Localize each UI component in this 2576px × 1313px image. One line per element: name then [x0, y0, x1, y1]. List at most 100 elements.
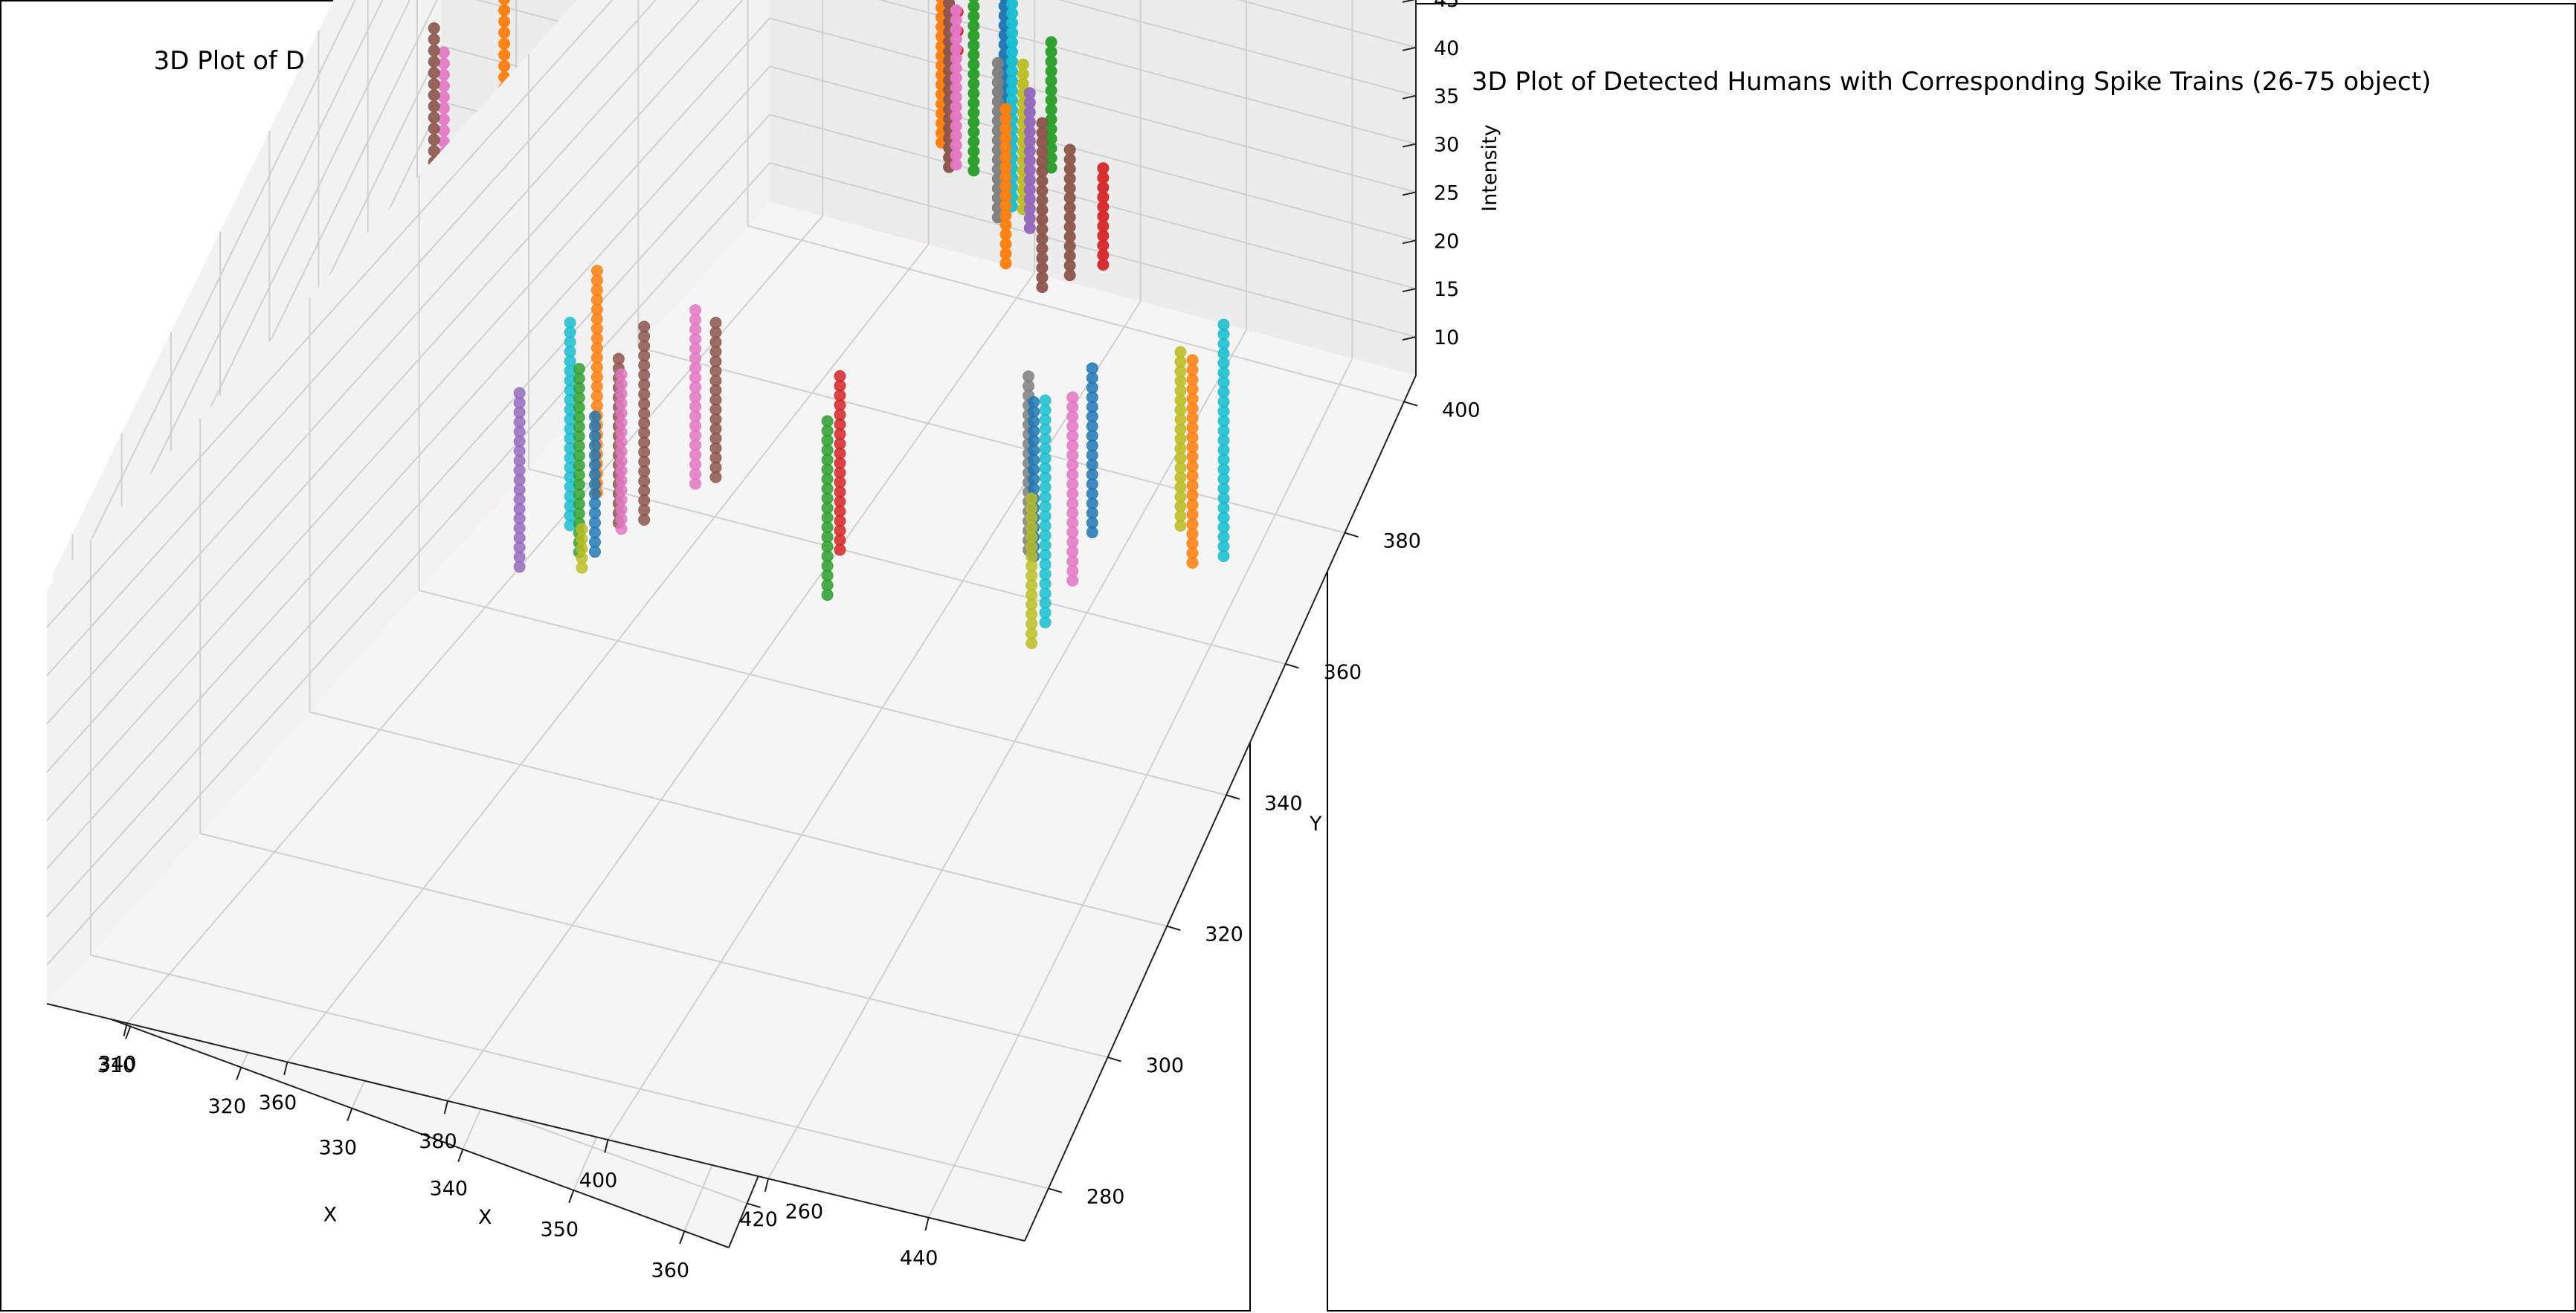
right-grid-z-side — [46, 114, 770, 917]
right-z-tick-label: 15 — [1434, 278, 1459, 301]
right-z-tick — [1402, 239, 1417, 245]
right-point-series-34 — [1174, 346, 1187, 358]
right-point-series-22 — [1017, 58, 1029, 71]
right-point-series-35 — [1186, 354, 1199, 367]
left-y-tick-label: 260 — [785, 1201, 824, 1224]
left-point-series-4 — [428, 134, 440, 146]
right-x-tick-label: 420 — [739, 1208, 778, 1231]
right-z-tick — [1402, 94, 1417, 100]
right-side-pane — [47, 0, 770, 1004]
right-point-series-6 — [576, 523, 588, 535]
right-y-axis-label: Y — [1309, 813, 1322, 836]
right-z-tick — [1402, 143, 1417, 148]
right-z-tick-label: 45 — [1434, 0, 1459, 12]
right-grid-z-side — [46, 0, 701, 725]
right-grid-z-side — [46, 0, 614, 628]
right-grid-x-floor — [286, 243, 930, 1063]
right-back-pane — [770, 0, 1416, 375]
right-point-series-36 — [1217, 318, 1230, 331]
right-y-tick — [1048, 1187, 1063, 1193]
left-x-axis-label: X — [323, 1204, 338, 1227]
left-point-series-1 — [498, 59, 511, 72]
right-x-tick — [764, 1178, 770, 1193]
right-x-tick — [283, 1062, 289, 1076]
left-point-series-4 — [428, 33, 440, 45]
right-y-tick — [1285, 663, 1299, 669]
right-point-series-26 — [1063, 143, 1076, 156]
left-x-tick — [125, 1026, 132, 1039]
right-point-series-33 — [1086, 362, 1098, 375]
right-point-series-32 — [1066, 391, 1079, 404]
left-point-series-4 — [428, 67, 440, 79]
right-grid-x-floor — [607, 300, 1142, 1141]
left-point-series-5 — [437, 124, 450, 137]
chart-title-right: 3D Plot of Detected Humans with Correspo… — [1471, 67, 2432, 97]
right-point-series-5 — [615, 368, 628, 381]
left-point-series-4 — [428, 56, 440, 68]
right-grid-y-floor — [419, 590, 1227, 796]
right-point-series-19 — [1006, 0, 1018, 10]
right-point-series-27 — [1097, 162, 1110, 175]
right-grid-z-back — [769, 114, 1417, 290]
left-point-series-5 — [437, 46, 450, 59]
right-point-series-31 — [1025, 492, 1038, 505]
right-grid-z-side — [46, 162, 770, 966]
left-x-tick-label: 320 — [207, 1095, 246, 1118]
left-point-series-1 — [498, 37, 511, 50]
right-z-tick-label: 10 — [1434, 326, 1459, 349]
right-point-series-30 — [1039, 394, 1052, 407]
right-y-tick-label: 380 — [1382, 530, 1421, 553]
right-z-axis-label: Intensity — [1478, 124, 1501, 212]
left-x-tick — [568, 1190, 575, 1204]
left-x-tick-label: 350 — [541, 1218, 579, 1241]
right-grid-x-floor — [447, 272, 1035, 1102]
right-grid-z-back — [1057, 0, 1417, 97]
right-point-series-29 — [1028, 396, 1040, 408]
right-y-tick-label: 360 — [1324, 661, 1362, 684]
left-point-series-4 — [428, 123, 440, 135]
right-point-series-15 — [950, 4, 962, 16]
right-point-series-23 — [1023, 87, 1036, 100]
right-grid-z-back — [878, 0, 1417, 145]
right-point-series-8 — [638, 320, 651, 333]
right-grid-x-floor — [767, 329, 1247, 1179]
right-x-tick-label: 440 — [900, 1247, 938, 1270]
right-y-tick-label: 340 — [1264, 792, 1303, 815]
left-point-series-4 — [428, 100, 440, 112]
right-y-tick — [1166, 925, 1181, 932]
right-y-tick — [1403, 401, 1418, 407]
right-x-axis-line — [46, 1003, 1025, 1242]
left-point-series-1 — [498, 15, 511, 28]
right-z-tick-label: 35 — [1434, 86, 1459, 109]
left-point-series-1 — [498, 4, 511, 16]
right-point-series-3 — [590, 265, 603, 277]
left-x-axis-line — [52, 997, 730, 1248]
left-point-series-5 — [437, 57, 450, 70]
right-z-tick-label: 30 — [1434, 134, 1459, 157]
right-x-tick-label: 400 — [579, 1169, 618, 1192]
right-grid-y-floor — [199, 833, 1108, 1059]
left-y-tick — [747, 1202, 761, 1208]
right-z-tick — [1402, 288, 1417, 293]
right-point-series-10 — [709, 317, 722, 329]
left-point-series-5 — [437, 68, 450, 81]
left-point-series-4 — [428, 45, 440, 57]
left-point-series-5 — [437, 102, 450, 114]
left-point-series-1 — [498, 26, 511, 39]
right-z-tick — [1402, 336, 1417, 341]
left-grid-z-side — [52, 0, 356, 619]
right-x-tick-label: 360 — [259, 1091, 297, 1114]
right-y-tick-label: 280 — [1086, 1185, 1125, 1208]
left-point-series-4 — [428, 78, 440, 90]
right-grid-z-side — [46, 17, 770, 822]
right-z-tick-label: 20 — [1434, 230, 1459, 253]
right-grid-y-floor — [528, 468, 1286, 665]
right-point-series-4 — [612, 352, 625, 365]
right-point-series-2 — [573, 363, 585, 375]
right-grid-y-floor — [309, 711, 1168, 927]
left-x-tick — [679, 1230, 686, 1245]
left-x-tick — [347, 1108, 353, 1121]
right-grid-z-back — [1237, 0, 1417, 48]
left-point-series-5 — [437, 113, 450, 126]
right-z-tick-label: 40 — [1434, 37, 1459, 60]
